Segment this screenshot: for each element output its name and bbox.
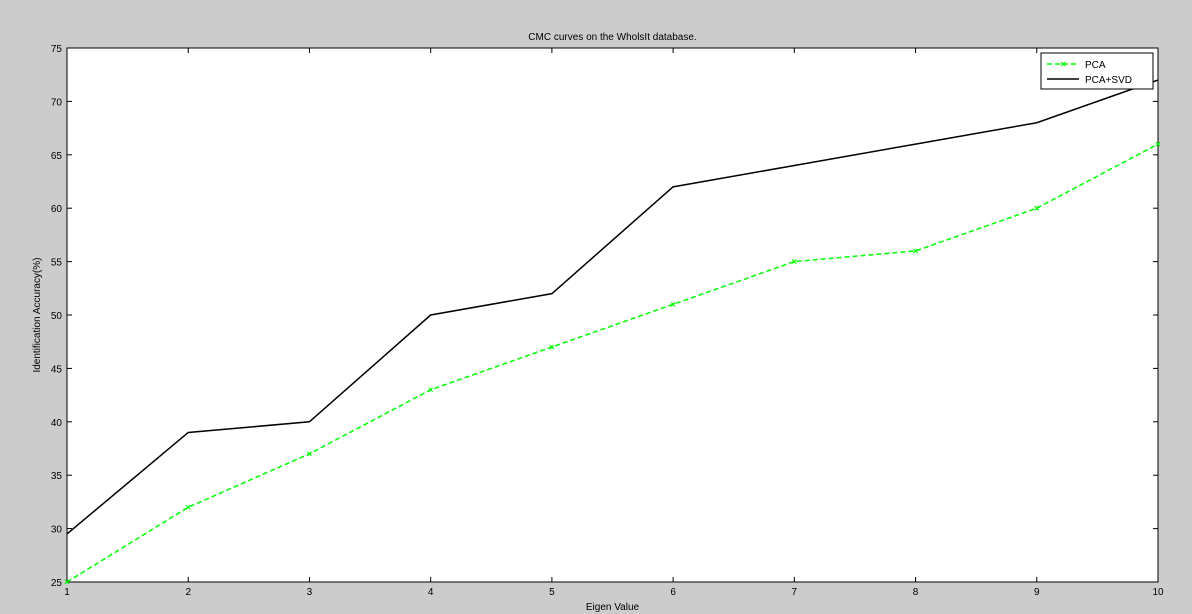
legend-marker-pca [1060, 61, 1066, 67]
x-tick-label: 8 [913, 587, 919, 598]
x-tick-label: 10 [1152, 587, 1164, 598]
data-point-pca [64, 579, 70, 585]
data-point-pca [670, 301, 676, 307]
y-tick-label: 65 [51, 151, 63, 162]
data-point-pca [1034, 205, 1040, 211]
data-point-pca [428, 387, 434, 393]
data-point-pca [1155, 141, 1161, 147]
x-tick-label: 3 [307, 587, 313, 598]
x-tick-label: 9 [1034, 587, 1040, 598]
legend-label-pca-svd: PCA+SVD [1085, 75, 1132, 86]
y-tick-label: 60 [51, 204, 63, 215]
x-tick-label: 4 [428, 587, 434, 598]
legend: PCA PCA+SVD [1040, 52, 1154, 90]
y-axis-label: Identification Accuracy(%) [32, 257, 43, 372]
data-point-pca [791, 259, 797, 265]
y-tick-label: 45 [51, 364, 63, 375]
data-point-pca [549, 344, 555, 350]
y-tick-label: 70 [51, 97, 63, 108]
y-tick-label: 25 [51, 578, 63, 589]
y-tick-label: 50 [51, 311, 63, 322]
legend-box [1040, 52, 1154, 90]
chart-title: CMC curves on the WholsIt database. [528, 32, 696, 43]
legend-label-pca: PCA [1085, 60, 1106, 71]
y-tick-label: 35 [51, 471, 63, 482]
data-point-pca [913, 248, 918, 254]
data-point-pca [307, 451, 312, 457]
series-line-pca-svd [66, 79, 1159, 535]
y-tick-label: 55 [51, 258, 63, 269]
series-line-pca [66, 143, 1159, 583]
y-tick-label: 75 [51, 44, 63, 55]
data-point-pca [185, 504, 191, 510]
x-axis-label: Eigen Value [586, 602, 640, 613]
series-layer [64, 79, 1161, 585]
y-tick-label: 30 [51, 525, 63, 536]
x-tick-label: 5 [549, 587, 555, 598]
x-tick-label: 7 [792, 587, 798, 598]
x-tick-label: 1 [64, 587, 70, 598]
y-tick-label: 40 [51, 418, 63, 429]
x-tick-label: 2 [185, 587, 191, 598]
x-tick-label: 6 [670, 587, 676, 598]
plot-area [66, 47, 1159, 583]
